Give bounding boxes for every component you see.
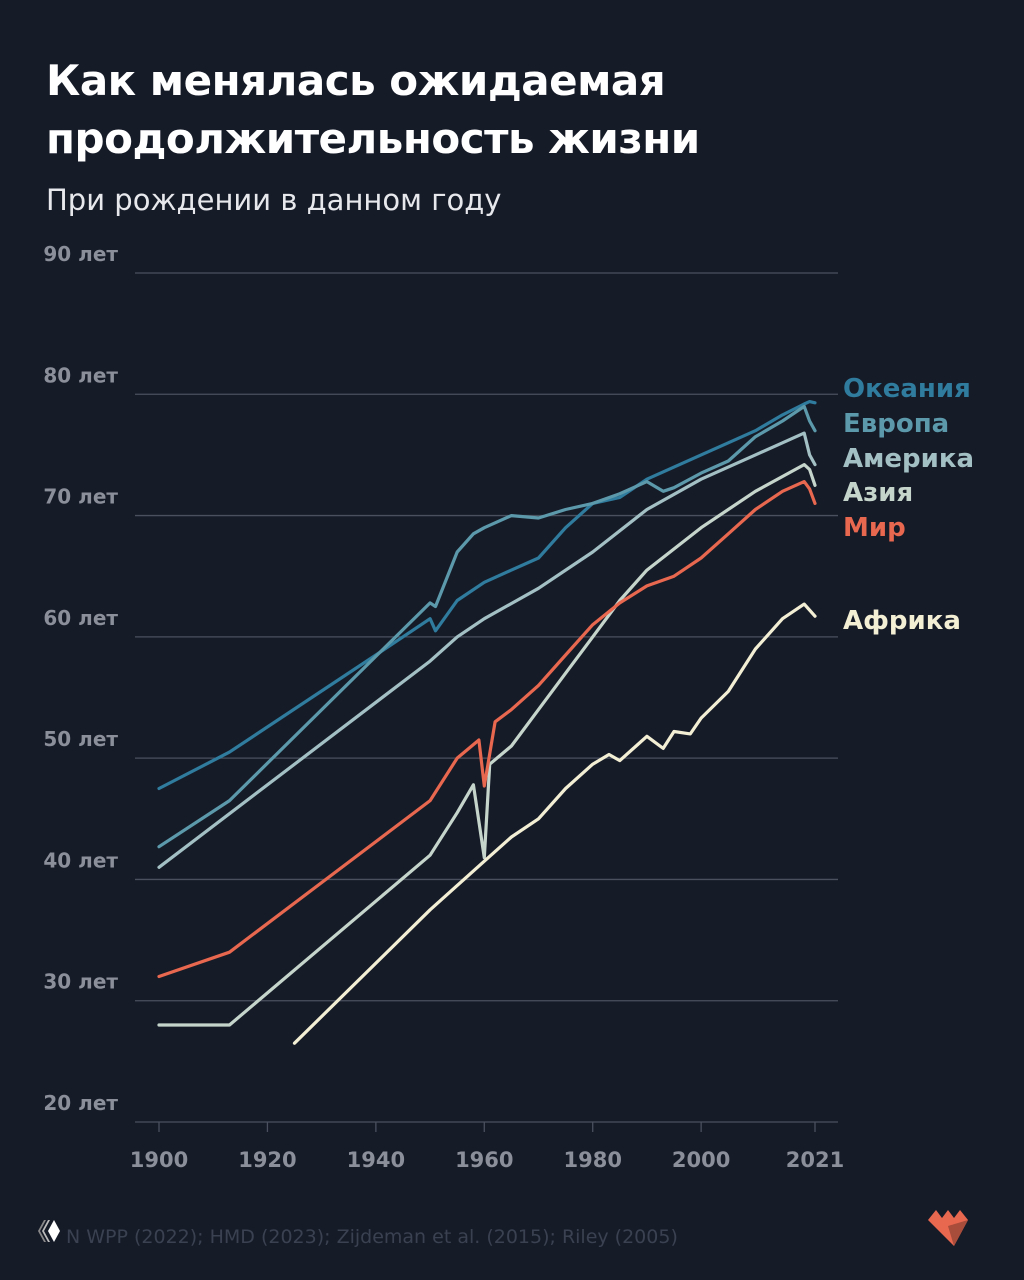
series-label: Европа bbox=[843, 409, 949, 439]
y-tick-label: 60 лет bbox=[43, 606, 118, 630]
y-tick-label: 30 лет bbox=[43, 970, 118, 994]
title-line-2: продолжительность жизни bbox=[46, 114, 700, 163]
x-tick-label: 1940 bbox=[347, 1148, 405, 1172]
series-line-3 bbox=[157, 463, 817, 1027]
series-line-1 bbox=[157, 404, 817, 849]
x-tick-label: 1920 bbox=[238, 1148, 296, 1172]
series-label: Океания bbox=[843, 374, 971, 404]
y-tick-label: 70 лет bbox=[43, 485, 118, 509]
series-line-5 bbox=[292, 602, 817, 1045]
x-tick-label: 1900 bbox=[130, 1148, 188, 1172]
series-label: Африка bbox=[843, 606, 961, 636]
x-tick-label: 1960 bbox=[455, 1148, 513, 1172]
x-tick-label: 2021 bbox=[786, 1148, 844, 1172]
title-line-1: Как менялась ожидаемая bbox=[46, 56, 666, 105]
brand-logo-icon bbox=[928, 1210, 968, 1246]
y-tick-label: 40 лет bbox=[43, 848, 118, 872]
subtitle: При рождении в данном году bbox=[46, 183, 502, 217]
source-icon bbox=[38, 1220, 60, 1242]
x-tick-label: 1980 bbox=[563, 1148, 621, 1172]
series-line-4 bbox=[157, 480, 817, 979]
series-line-2 bbox=[157, 431, 817, 869]
series-label: Азия bbox=[843, 478, 913, 508]
x-tick-label: 2000 bbox=[672, 1148, 730, 1172]
series-label: Америка bbox=[843, 444, 974, 474]
y-tick-label: 80 лет bbox=[43, 363, 118, 387]
y-tick-label: 20 лет bbox=[43, 1091, 118, 1115]
source-text: N WPP (2022); HMD (2023); Zijdeman et al… bbox=[66, 1226, 678, 1248]
line-chart: 90 лет 80 лет 70 лет 60 лет 50 лет 40 лет 30 л… bbox=[43, 242, 974, 1172]
series-label: Мир bbox=[843, 513, 906, 543]
y-tick-label: 90 лет bbox=[43, 242, 118, 266]
page-title: Как менялась ожидаемая продолжительность… bbox=[46, 52, 700, 168]
series-line-0 bbox=[157, 400, 817, 791]
y-tick-label: 50 лет bbox=[43, 727, 118, 751]
